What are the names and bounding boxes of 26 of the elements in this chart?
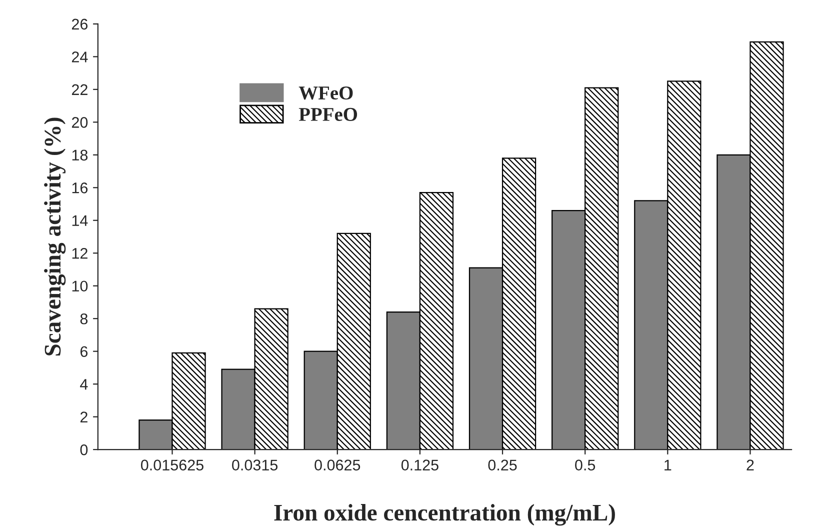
x-tick-label: 0.5 [575, 460, 596, 470]
y-tick-label: 12 [72, 248, 88, 259]
y-tick-label: 10 [72, 280, 88, 292]
y-tick-label: 24 [72, 52, 88, 62]
y-tick-label: 2 [80, 412, 88, 422]
y-tick-label: 0 [80, 444, 88, 456]
y-tick-label: 18 [72, 150, 88, 161]
x-axis-title: Iron oxide cencentration (mg/mL) [274, 504, 615, 526]
y-tick-label: 4 [80, 379, 88, 390]
x-tick-label: 2 [746, 460, 754, 470]
y-tick-label: 8 [80, 313, 88, 324]
y-tick-label: 26 [72, 18, 88, 30]
x-tick-label: 0.015625 [140, 460, 204, 470]
y-tick-label: 6 [80, 346, 88, 358]
x-tick-label: 0.0315 [232, 460, 278, 470]
legend-label: PPFeO [298, 108, 358, 121]
legend-label: WFeO [298, 86, 353, 100]
y-tick-label: 16 [72, 182, 88, 194]
y-tick-label: 14 [72, 215, 88, 226]
x-tick-label: 0.0625 [314, 460, 360, 470]
x-tick-label: 0.125 [401, 460, 438, 470]
y-tick-label: 22 [72, 84, 88, 95]
y-tick-label: 20 [72, 117, 88, 128]
y-axis-title: Scavenging activity (%) [44, 118, 66, 356]
x-tick-label: 1 [664, 460, 672, 470]
x-tick-label: 0.25 [488, 460, 517, 470]
